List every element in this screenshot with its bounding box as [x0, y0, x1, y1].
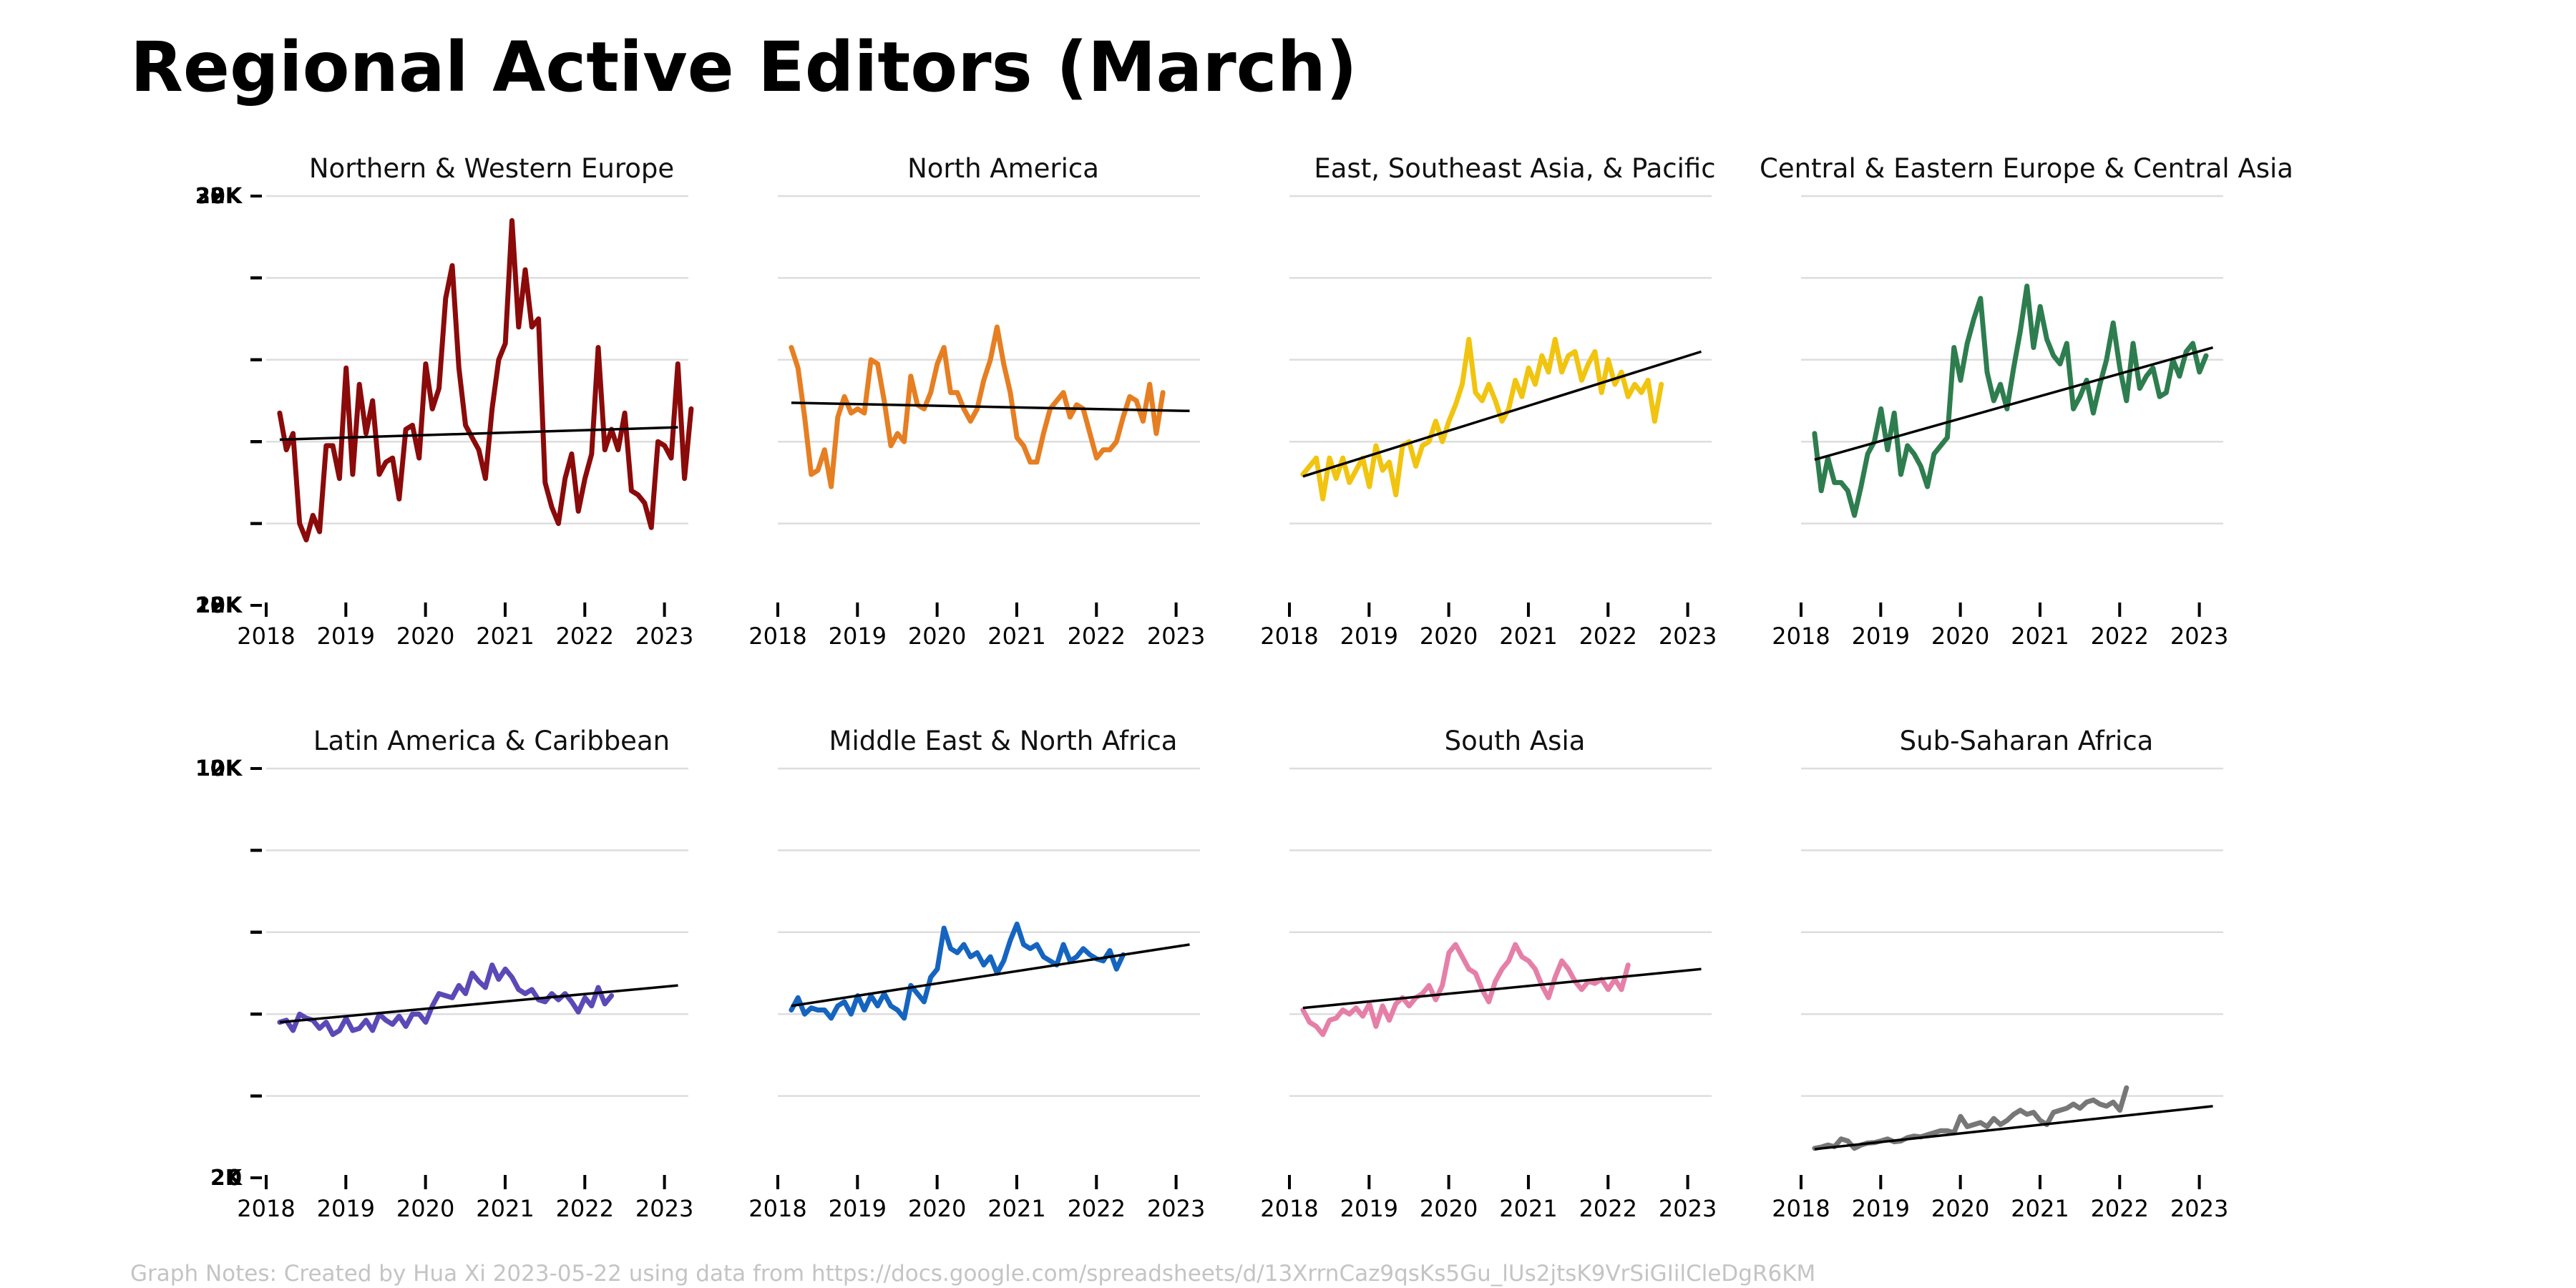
y-tick-label: 20K [195, 184, 243, 209]
x-tick-label: 2019 [829, 1195, 887, 1222]
panel-title: South Asia [1445, 726, 1586, 756]
y-tick-label: 22K [195, 184, 243, 209]
x-tick-label: 2022 [1068, 1195, 1126, 1222]
x-tick-label: 2019 [1340, 1195, 1398, 1222]
x-tick-label: 2022 [2091, 623, 2149, 650]
trend-line [279, 984, 678, 1024]
x-tick-label: 2021 [1499, 1195, 1557, 1222]
series-line [789, 324, 1166, 489]
y-tick-label: 10K [195, 756, 243, 781]
x-tick-label: 2019 [829, 623, 887, 650]
panel-title: North America [907, 153, 1099, 184]
x-tick-label: 2020 [908, 1195, 966, 1222]
x-tick-label: 2022 [556, 623, 614, 650]
x-tick-label: 2020 [908, 623, 966, 650]
x-tick-label: 2023 [635, 1195, 693, 1222]
x-tick-label: 2021 [2011, 1195, 2069, 1222]
x-tick-label: 2020 [396, 1195, 454, 1222]
y-tick-label: 38K [195, 184, 243, 209]
series-line [789, 921, 1126, 1021]
y-tick-label: 0 [227, 1166, 242, 1191]
chart-title: Regional Active Editors (March) [130, 27, 1357, 107]
y-tick-label: 0 [227, 1166, 242, 1191]
chart-panel: 38K 28K 2018 2019 2020 2021 2022 2023 Northern &… [195, 153, 694, 650]
x-tick-label: 2018 [1772, 1195, 1830, 1222]
x-tick-label: 2020 [396, 623, 454, 650]
x-tick-label: 2023 [1659, 1195, 1717, 1222]
trend-line [791, 401, 1190, 413]
chart-panel: 22K 12K 2018 2019 2020 2021 2022 2023 East, Sout… [195, 153, 1717, 650]
y-tick-label: 12K [195, 593, 243, 618]
y-tick-label: 12K [195, 756, 243, 781]
y-tick-label: 10K [195, 756, 243, 781]
x-tick-label: 2020 [1420, 1195, 1478, 1222]
y-tick-label: 10K [195, 593, 243, 618]
x-tick-label: 2018 [1260, 1195, 1318, 1222]
series-line [1812, 283, 2209, 518]
series-line [277, 218, 694, 542]
chart-panel: 10K 0 2018 2019 2020 2021 2022 2023 South Asia [195, 726, 1717, 1222]
x-tick-label: 2020 [1931, 1195, 1989, 1222]
x-tick-label: 2023 [1147, 1195, 1205, 1222]
panel-title: Northern & Western Europe [309, 153, 674, 184]
panel-title: Latin America & Caribbean [313, 726, 670, 756]
x-tick-label: 2022 [556, 1195, 614, 1222]
x-tick-label: 2018 [237, 623, 295, 650]
series-line [277, 962, 615, 1038]
x-tick-label: 2020 [1420, 623, 1478, 650]
panel-title: East, Southeast Asia, & Pacific [1314, 153, 1715, 184]
x-tick-label: 2019 [1852, 623, 1910, 650]
chart-panel: 22K 12K 2018 2019 2020 2021 2022 2023 North Amer… [195, 153, 1205, 650]
y-tick-label: 12K [195, 593, 243, 618]
series-line [1300, 942, 1631, 1038]
y-tick-label: 22K [195, 184, 243, 209]
trend-line [279, 426, 678, 441]
x-tick-label: 2018 [1772, 623, 1830, 650]
series-line [1812, 1085, 2129, 1151]
panel-title: Central & Eastern Europe & Central Asia [1760, 153, 2293, 184]
trend-line [1814, 346, 2214, 462]
graph-notes: Graph Notes: Created by Hua Xi 2023-05-2… [130, 1261, 1816, 1287]
chart-panel: 10K 0 2018 2019 2020 2021 2022 2023 Middle East … [195, 726, 1205, 1222]
x-tick-label: 2023 [2170, 1195, 2228, 1222]
panel-title: Middle East & North Africa [829, 726, 1178, 756]
x-tick-label: 2021 [1499, 623, 1557, 650]
x-tick-label: 2021 [2011, 623, 2069, 650]
x-tick-label: 2021 [987, 1195, 1045, 1222]
x-tick-label: 2023 [1659, 623, 1717, 650]
x-tick-label: 2020 [1931, 623, 1989, 650]
chart-panel: 20K 10K 2018 2019 2020 2021 2022 2023 Central & … [195, 153, 2293, 650]
x-tick-label: 2023 [635, 623, 693, 650]
x-tick-label: 2023 [1147, 623, 1205, 650]
trend-line [791, 943, 1190, 1008]
y-tick-label: 0 [227, 1166, 242, 1191]
y-tick-label: 28K [195, 593, 243, 618]
x-tick-label: 2018 [748, 623, 806, 650]
x-tick-label: 2021 [987, 623, 1045, 650]
chart-panel: 10K 0 2018 2019 2020 2021 2022 2023 Sub-Saharan … [195, 726, 2228, 1222]
chart-panel: 12K 2K 2018 2019 2020 2021 2022 2023 Latin Ameri… [195, 726, 693, 1222]
y-tick-label: 2K [210, 1166, 243, 1191]
panel-title: Sub-Saharan Africa [1900, 726, 2154, 756]
trend-line [1302, 350, 1702, 478]
x-tick-label: 2018 [237, 1195, 295, 1222]
x-tick-label: 2019 [317, 1195, 375, 1222]
x-tick-label: 2022 [1579, 623, 1637, 650]
x-tick-label: 2021 [476, 623, 534, 650]
y-tick-label: 10K [195, 756, 243, 781]
x-tick-label: 2019 [1340, 623, 1398, 650]
x-tick-label: 2019 [1852, 1195, 1910, 1222]
x-tick-label: 2018 [748, 1195, 806, 1222]
x-tick-label: 2019 [317, 623, 375, 650]
x-tick-label: 2023 [2170, 623, 2228, 650]
x-tick-label: 2022 [2091, 1195, 2149, 1222]
x-tick-label: 2022 [1579, 1195, 1637, 1222]
trend-line [1814, 1105, 2213, 1151]
x-tick-label: 2021 [476, 1195, 534, 1222]
trend-line [1302, 967, 1702, 1010]
x-tick-label: 2022 [1068, 623, 1126, 650]
x-tick-label: 2018 [1260, 623, 1318, 650]
